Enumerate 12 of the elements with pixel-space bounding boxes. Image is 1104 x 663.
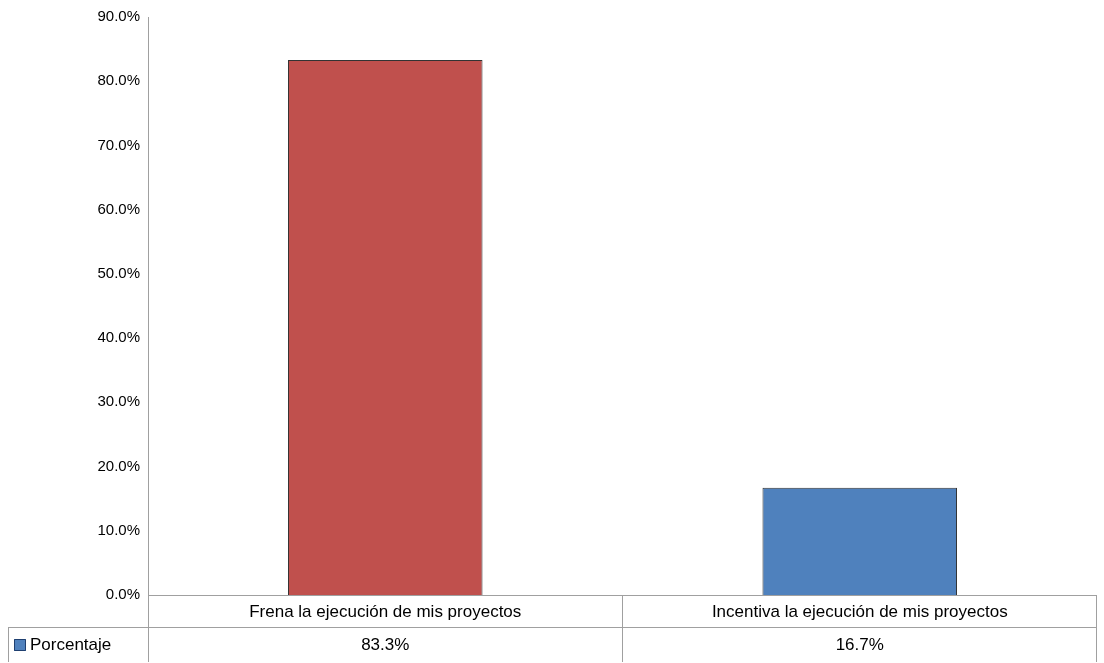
y-tick-label: 10.0% — [97, 520, 140, 538]
y-tick-label: 30.0% — [97, 392, 140, 410]
y-tick-label: 90.0% — [97, 7, 140, 25]
x-tick-label: Incentiva la ejecución de mis proyectos — [711, 601, 1008, 621]
y-tick-label: 20.0% — [97, 456, 140, 474]
y-tick-label: 0.0% — [105, 585, 140, 603]
y-tick-label: 80.0% — [97, 71, 140, 89]
y-tick-label: 60.0% — [97, 199, 140, 217]
y-tick-label: 70.0% — [97, 135, 140, 153]
y-tick-label: 40.0% — [97, 328, 140, 346]
y-tick-label: 50.0% — [97, 264, 140, 282]
x-tick-label: Frena la ejecución de mis proyectos — [249, 601, 522, 621]
